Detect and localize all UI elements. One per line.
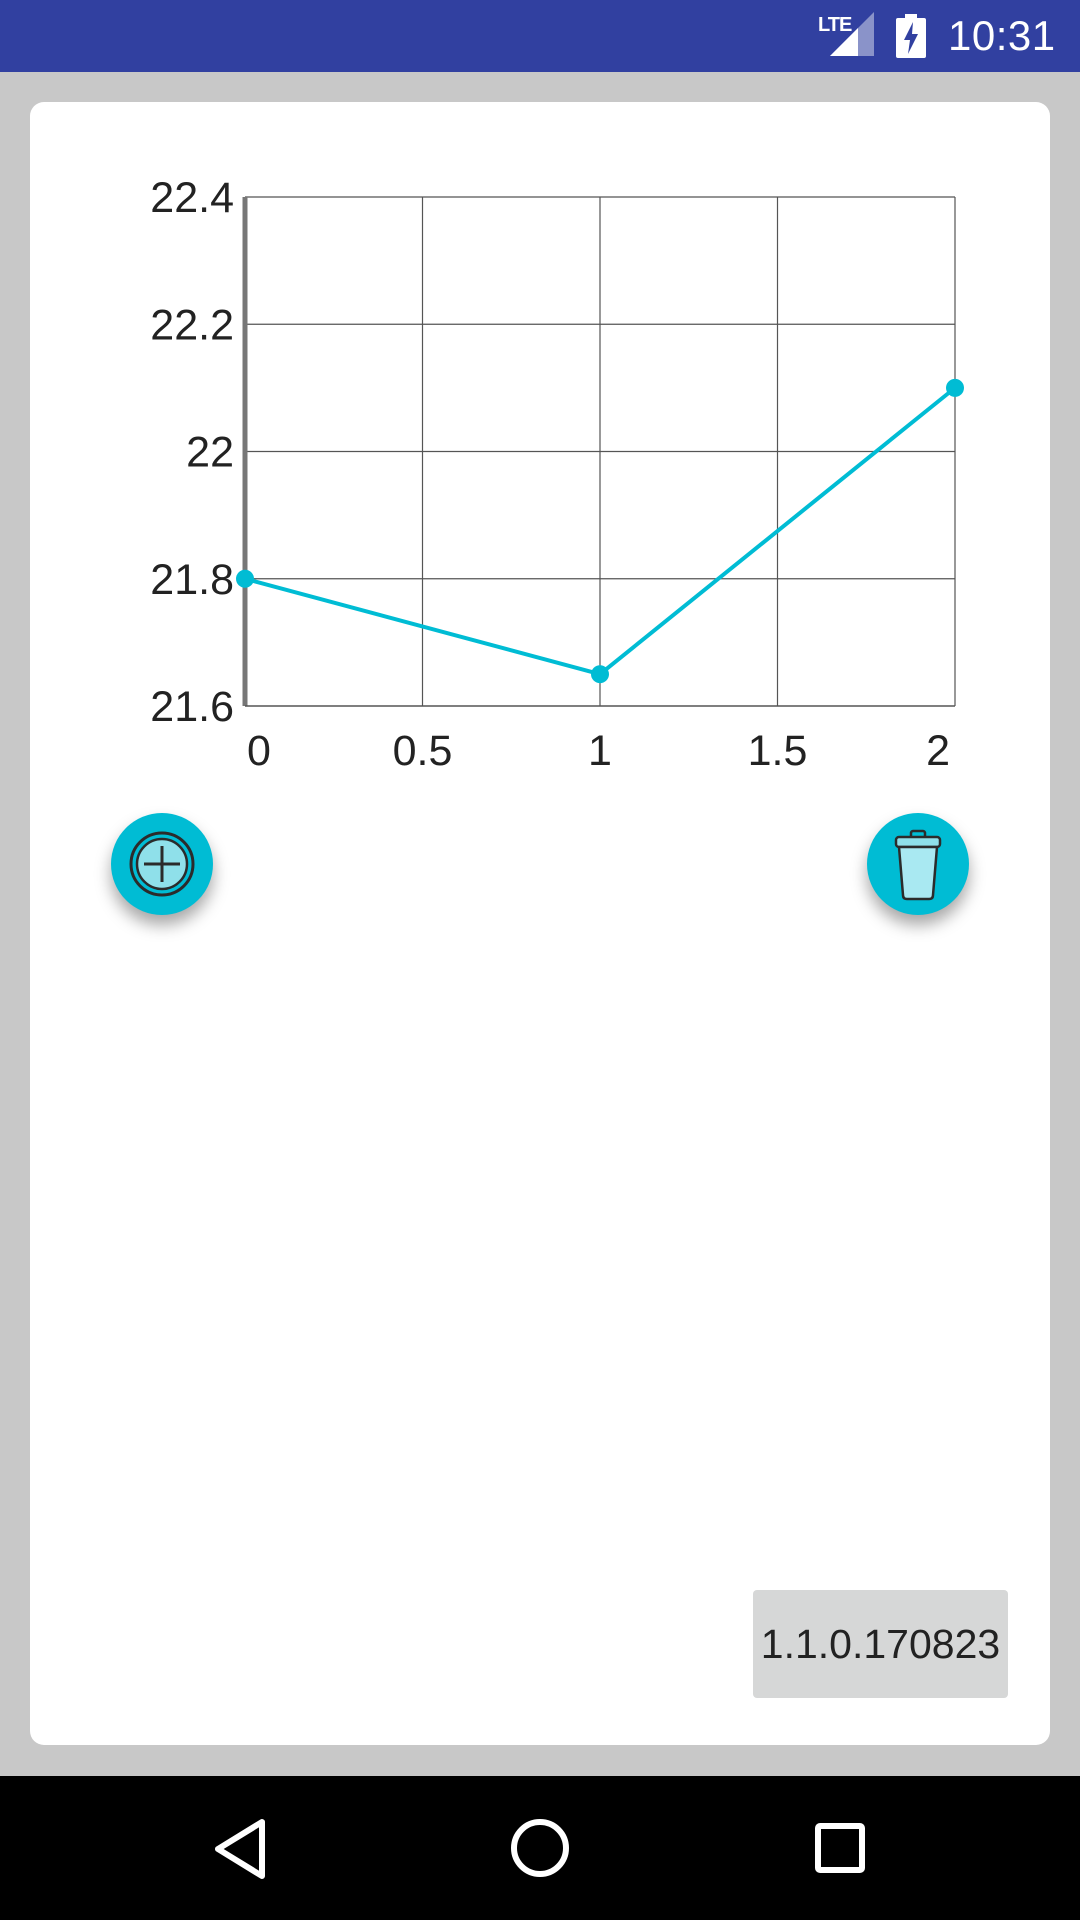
x-axis-tick-labels: 0 0.5 1 1.5 2	[247, 727, 950, 775]
main-card: 21.6 21.8 22 22.2 22.4 0 0.5 1 1.5 2 1.1.0.17082…	[30, 102, 1050, 1745]
navigation-bar	[0, 1776, 1080, 1920]
home-circle-icon	[511, 1819, 569, 1877]
home-button[interactable]	[468, 1776, 612, 1920]
data-point[interactable]	[591, 665, 609, 684]
version-label: 1.1.0.170823	[753, 1590, 1008, 1698]
status-bar: LTE 10:31	[0, 0, 1080, 72]
trash-icon	[894, 829, 942, 901]
network-type-label: LTE	[818, 14, 852, 36]
back-button[interactable]	[168, 1776, 312, 1920]
back-triangle-icon	[215, 1819, 265, 1879]
plus-circle-icon	[129, 831, 195, 897]
status-clock: 10:31	[948, 12, 1056, 59]
y-tick-label: 22.4	[150, 174, 234, 222]
x-tick-label: 0	[247, 727, 271, 775]
y-tick-label: 21.8	[150, 556, 234, 604]
x-tick-label: 1.5	[748, 727, 808, 775]
chart-axes	[242, 197, 955, 707]
cell-signal-icon	[830, 12, 874, 56]
y-axis-tick-labels: 21.6 21.8 22 22.2 22.4	[150, 174, 234, 731]
data-point[interactable]	[946, 378, 964, 397]
battery-charging-icon	[896, 14, 926, 58]
line-chart: 21.6 21.8 22 22.2 22.4 0 0.5 1 1.5 2	[150, 174, 964, 775]
x-tick-label: 2	[926, 727, 950, 775]
delete-button[interactable]	[867, 813, 969, 915]
y-tick-label: 21.6	[150, 683, 234, 731]
chart-series	[236, 378, 964, 684]
add-button[interactable]	[111, 813, 213, 915]
chart-grid	[245, 196, 956, 706]
recents-button[interactable]	[768, 1776, 912, 1920]
data-point[interactable]	[236, 569, 254, 588]
x-tick-label: 0.5	[393, 727, 453, 775]
recents-square-icon	[815, 1823, 865, 1873]
y-tick-label: 22	[186, 429, 234, 477]
x-tick-label: 1	[588, 727, 612, 775]
y-tick-label: 22.2	[150, 301, 234, 349]
